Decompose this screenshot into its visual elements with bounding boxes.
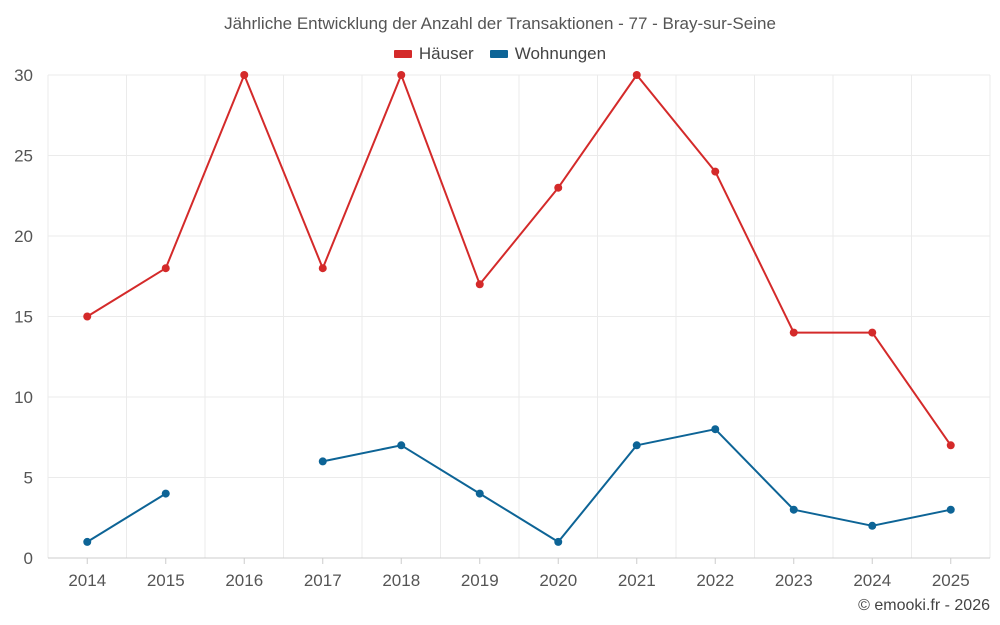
data-point-0-2014: [83, 312, 92, 321]
data-point-1-2025: [946, 505, 955, 514]
data-point-1-2018: [397, 441, 406, 450]
data-point-0-2017: [318, 264, 327, 273]
y-tick-label: 30: [14, 66, 33, 85]
x-tick-label: 2019: [461, 571, 499, 590]
data-point-0-2021: [632, 71, 641, 79]
data-point-1-2024: [868, 521, 877, 530]
data-point-0-2025: [946, 441, 955, 450]
data-point-1-2017: [318, 457, 327, 466]
x-tick-label: 2015: [147, 571, 185, 590]
series-line-0: [86, 74, 952, 446]
x-tick-label: 2020: [539, 571, 577, 590]
data-point-0-2024: [868, 328, 877, 337]
data-point-0-2019: [475, 280, 484, 289]
legend: Häuser Wohnungen: [0, 44, 1000, 64]
x-tick-label: 2024: [853, 571, 891, 590]
data-point-0-2023: [789, 328, 798, 337]
data-point-1-2023: [789, 505, 798, 514]
x-tick-label: 2016: [225, 571, 263, 590]
y-tick-label: 25: [14, 147, 33, 166]
y-tick-label: 15: [14, 308, 33, 327]
data-point-0-2020: [554, 183, 563, 192]
x-tick-label: 2025: [932, 571, 970, 590]
x-tick-label: 2023: [775, 571, 813, 590]
data-point-1-2021: [632, 441, 641, 450]
y-tick-label: 0: [24, 549, 33, 568]
legend-swatch-wohnungen: [489, 50, 508, 58]
legend-item-haeuser[interactable]: Häuser: [393, 44, 474, 64]
legend-label-haeuser: Häuser: [418, 44, 474, 63]
data-point-1-2019: [475, 489, 484, 498]
x-tick-label: 2017: [304, 571, 342, 590]
data-point-0-2022: [711, 167, 720, 176]
legend-item-wohnungen[interactable]: Wohnungen: [489, 44, 607, 64]
legend-label-wohnungen: Wohnungen: [514, 44, 607, 63]
y-tick-label: 5: [24, 469, 33, 488]
data-point-1-2015: [161, 489, 170, 498]
data-point-1-2022: [711, 425, 720, 434]
data-point-1-2020: [554, 537, 563, 546]
y-tick-label: 20: [14, 227, 33, 246]
x-tick-label: 2022: [696, 571, 734, 590]
chart-title: Jährliche Entwicklung der Anzahl der Tra…: [224, 14, 776, 33]
legend-swatch-haeuser: [393, 50, 412, 58]
data-point-0-2018: [397, 71, 406, 79]
data-point-0-2015: [161, 264, 170, 273]
y-tick-label: 10: [14, 388, 33, 407]
x-tick-label: 2021: [618, 571, 656, 590]
data-point-0-2016: [240, 71, 249, 79]
x-tick-label: 2018: [382, 571, 420, 590]
x-tick-label: 2014: [68, 571, 106, 590]
credit-text: © emooki.fr - 2026: [858, 597, 990, 614]
series-line-1: [86, 492, 167, 543]
data-point-1-2014: [83, 537, 92, 546]
